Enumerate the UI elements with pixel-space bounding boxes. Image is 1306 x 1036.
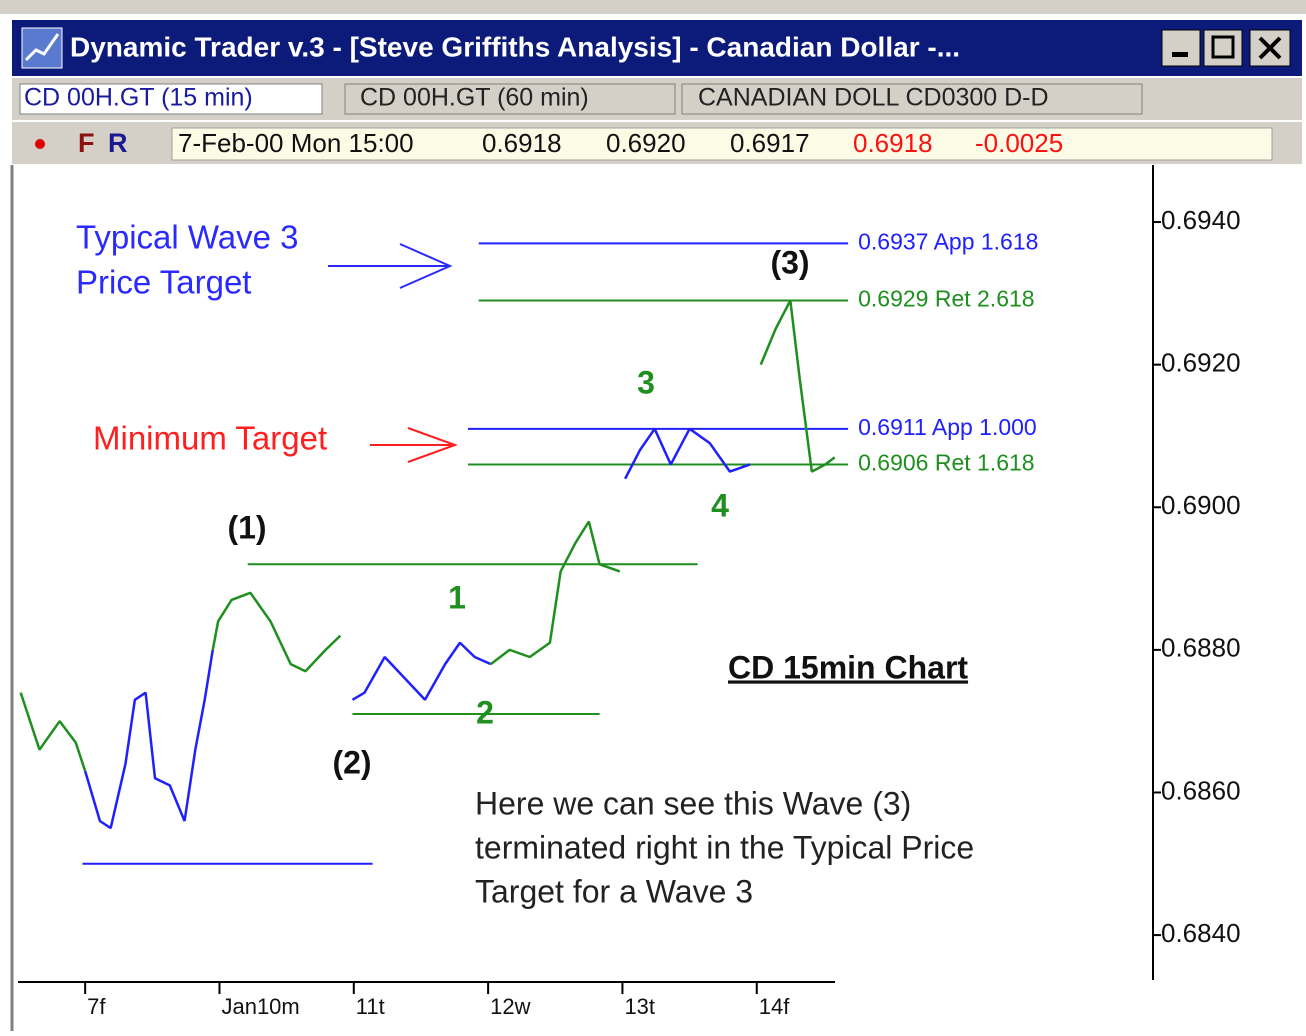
x-tick-label: Jan10m [221,994,299,1019]
y-tick-label: 0.6920 [1161,348,1241,378]
y-tick-label: 0.6860 [1161,775,1241,805]
maximize-button[interactable] [1204,30,1242,66]
wave-label: 3 [637,364,655,400]
y-tick-label: 0.6840 [1161,918,1241,948]
quote-field: 0.6918 [482,128,562,158]
callout-text: Price Target [76,264,251,301]
note-text: Here we can see this Wave (3) [475,785,911,821]
x-tick-label: 7f [87,994,106,1019]
note-text: terminated right in the Typical Price [475,829,974,865]
wave-label: (3) [770,244,809,280]
price-target-label: 0.6911 App 1.000 [858,414,1037,440]
x-tick-label: 13t [624,994,655,1019]
price-target-label: 0.6937 App 1.618 [858,229,1038,255]
screenshot: Dynamic Trader v.3 - [Steve Griffiths An… [0,0,1306,1031]
price-target-label: 0.6929 Ret 2.618 [858,286,1034,312]
outer-frame [0,0,1306,14]
x-tick-label: 12w [490,994,530,1019]
quote-field: 0.6918 [853,128,933,158]
status-dot [35,139,45,149]
wave-label: 4 [711,487,729,523]
tab-label: CD 00H.GT (60 min) [360,84,589,112]
quote-field: 0.6920 [606,128,686,158]
chart-title: CD 15min Chart [728,649,968,685]
y-tick-label: 0.6900 [1161,490,1241,520]
y-tick-label: 0.6880 [1161,633,1241,663]
flag: R [108,128,128,158]
minimize-glyph [1172,52,1188,57]
app-icon [22,28,62,68]
callout-text: Minimum Target [93,420,327,457]
callout-text: Typical Wave 3 [76,219,299,256]
minimize-button[interactable] [1162,30,1200,66]
quote-field: 7-Feb-00 Mon 15:00 [178,128,414,158]
wave-label: (2) [332,744,371,780]
quote-field: 0.6917 [730,128,810,158]
wave-label: 2 [476,694,494,730]
flag: F [78,128,95,158]
x-tick-label: 14f [759,994,790,1019]
tab-label: CANADIAN DOLL CD0300 D-D [698,84,1049,112]
y-tick-label: 0.6940 [1161,205,1241,235]
tab-label: CD 00H.GT (15 min) [24,84,253,112]
wave-label: (1) [227,509,266,545]
quote-field: -0.0025 [975,128,1063,158]
window-title: Dynamic Trader v.3 - [Steve Griffiths An… [70,31,960,62]
price-target-label: 0.6906 Ret 1.618 [858,450,1034,476]
x-tick-label: 11t [356,994,385,1019]
note-text: Target for a Wave 3 [475,873,753,909]
wave-label: 1 [448,579,466,615]
